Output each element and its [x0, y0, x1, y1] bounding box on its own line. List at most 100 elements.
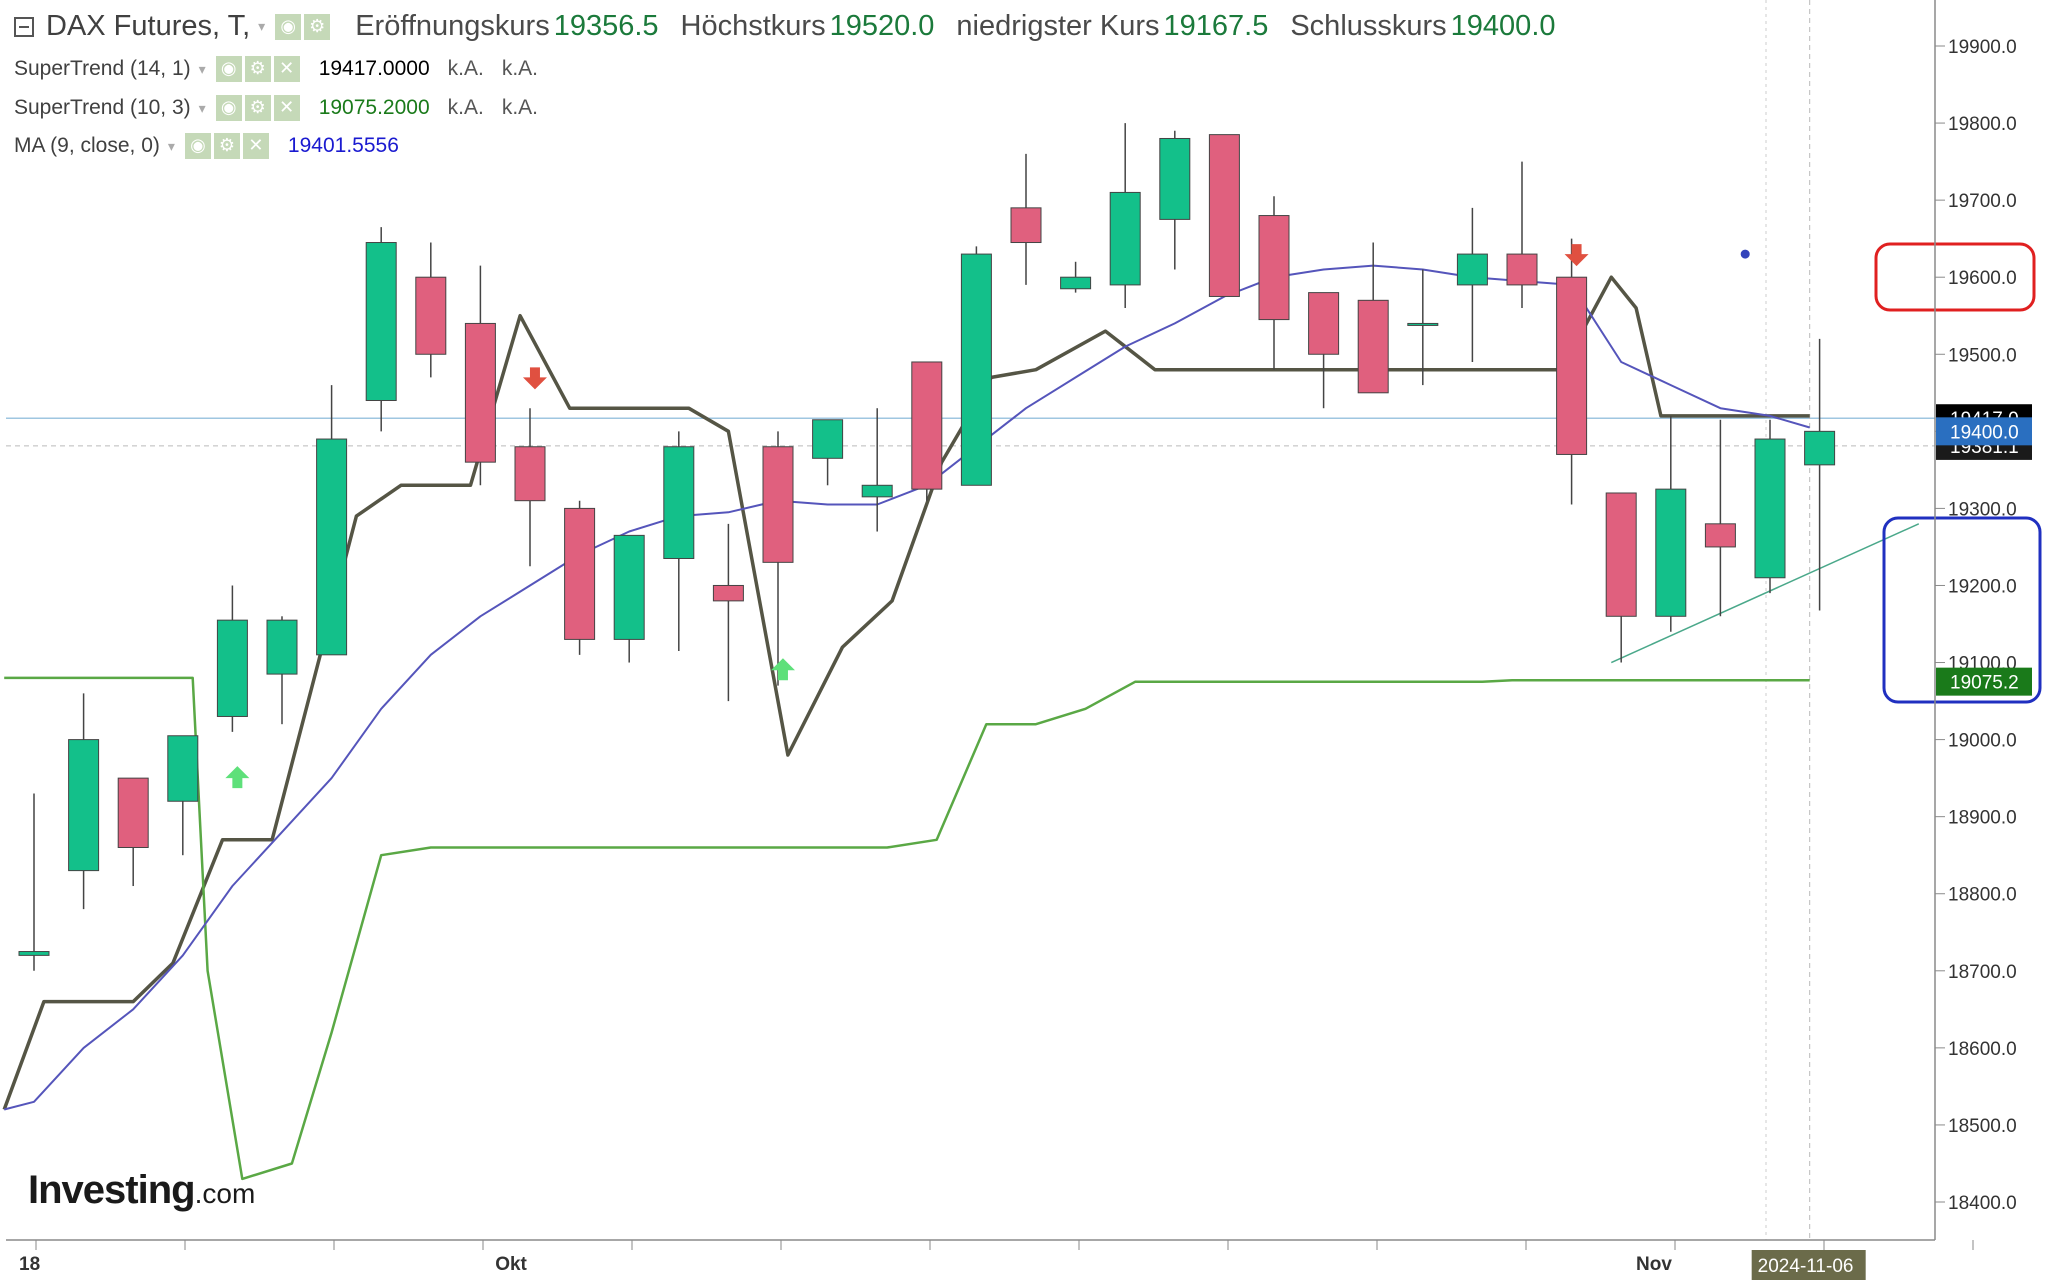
candle-body [167, 735, 199, 802]
y-tick-label: 19200.0 [1948, 576, 2017, 597]
indicator-value: 19401.5556 [287, 134, 399, 157]
gear-icon[interactable]: ⚙ [244, 56, 271, 82]
annotation-box-blue [1882, 516, 2042, 704]
indicator-value: 19075.2000 [318, 96, 430, 119]
y-tick-label: 19700.0 [1948, 191, 2017, 212]
eye-icon[interactable]: ◉ [215, 56, 242, 82]
last-date-label: 2024-11-06 [1758, 1256, 1854, 1277]
close-icon[interactable]: ✕ [273, 56, 300, 82]
indicator-name[interactable]: SuperTrend (14, 1) [14, 57, 191, 80]
candle-body [613, 534, 645, 640]
series-line-0 [2, 275, 1810, 1111]
signal-up-arrow [225, 766, 250, 789]
price-tag-label: 19400.0 [1950, 422, 2019, 443]
y-tick-label: 18900.0 [1948, 808, 2017, 829]
eye-icon[interactable]: ◉ [275, 13, 302, 40]
low-label: niedrigster Kurs [956, 10, 1160, 42]
candle-body [1208, 134, 1240, 297]
indicator-name[interactable]: SuperTrend (10, 3) [14, 96, 191, 119]
candle-body [365, 242, 397, 402]
high-value: 19520.0 [829, 10, 935, 42]
candle-body [464, 322, 496, 463]
candle-body [564, 507, 596, 640]
collapse-icon[interactable] [14, 16, 34, 37]
candle-body [18, 951, 50, 956]
x-tick-label: 18 [19, 1254, 40, 1275]
close-label: Schlusskurs [1290, 10, 1447, 42]
candle-body [1556, 276, 1588, 455]
candle-body [1605, 492, 1637, 617]
candle-body [266, 619, 298, 675]
candle-body [1258, 215, 1290, 321]
indicator-value: 19417.0000 [318, 57, 430, 80]
y-tick-label: 19000.0 [1948, 731, 2017, 752]
y-tick-label: 18800.0 [1948, 885, 2017, 906]
candle-body [1109, 191, 1141, 286]
high-label: Höchstkurs [680, 10, 826, 42]
open-value: 19356.5 [553, 10, 659, 42]
candle-body [663, 446, 695, 559]
y-tick-label: 19500.0 [1948, 345, 2017, 366]
candle-body [1704, 523, 1736, 548]
gear-icon[interactable]: ⚙ [213, 133, 240, 159]
indicator-row-supertrend-14: SuperTrend (14, 1) ▾ ◉ ⚙ ✕ 19417.0000 k.… [14, 56, 538, 82]
candle-body [117, 777, 149, 848]
indicator-na: k.A. [501, 57, 539, 80]
y-tick-label: 19600.0 [1948, 268, 2017, 289]
x-tick-label: Nov [1636, 1254, 1672, 1275]
candle-body [1010, 207, 1042, 244]
close-value: 19400.0 [1450, 10, 1556, 42]
chevron-down-icon[interactable]: ▾ [198, 99, 206, 116]
gear-icon[interactable]: ⚙ [244, 95, 271, 121]
candle-body [812, 419, 844, 459]
y-tick-label: 18400.0 [1948, 1193, 2017, 1214]
x-tick-label: Okt [495, 1254, 527, 1275]
signal-up-arrow [770, 658, 795, 681]
candle-body [1159, 137, 1191, 220]
y-tick-label: 19300.0 [1948, 499, 2017, 520]
last-date-tag [1751, 1250, 1866, 1280]
signal-down-arrow [522, 367, 547, 390]
candle-body [68, 739, 100, 872]
candle-body [712, 584, 744, 602]
series-line-1 [4, 676, 1810, 1181]
indicator-na: k.A. [447, 96, 484, 119]
candle-body [316, 438, 348, 656]
chevron-down-icon[interactable]: ▾ [167, 137, 175, 154]
price-tag [1936, 417, 2032, 446]
candle-body [911, 361, 943, 490]
chevron-down-icon[interactable]: ▾ [258, 18, 266, 34]
annotation-dot [1740, 249, 1750, 259]
chevron-down-icon[interactable]: ▾ [198, 60, 206, 77]
logo-main: Investing [28, 1168, 196, 1212]
price-tag-label: 19075.2 [1950, 673, 2019, 694]
indicator-na: k.A. [501, 96, 539, 119]
indicator-na: k.A. [447, 57, 484, 80]
candle-body [1754, 438, 1786, 579]
candle-body [1506, 253, 1538, 286]
candle-body [1655, 488, 1687, 617]
candle-body [960, 253, 992, 486]
indicator-name[interactable]: MA (9, close, 0) [14, 134, 160, 157]
annotation-box-red [1874, 242, 2036, 312]
gear-icon[interactable]: ⚙ [304, 13, 331, 40]
indicator-row-supertrend-10: SuperTrend (10, 3) ▾ ◉ ⚙ ✕ 19075.2000 k.… [14, 95, 538, 121]
indicator-row-ma: MA (9, close, 0) ▾ ◉ ⚙ ✕ 19401.5556 [14, 133, 399, 159]
eye-icon[interactable]: ◉ [184, 133, 211, 159]
instrument-header: DAX Futures, T, ▾ ◉ ⚙ Eröffnungskurs 193… [14, 10, 1556, 43]
candle-body [1357, 299, 1389, 394]
candle-body [415, 276, 447, 355]
signal-down-arrow [1564, 244, 1589, 267]
eye-icon[interactable]: ◉ [215, 95, 242, 121]
close-icon[interactable]: ✕ [273, 95, 300, 121]
price-axis: 18400.0 18500.0 18600.0 18700.0 18800.0 18900… [6, 0, 2032, 1280]
series-line-2 [3, 264, 1810, 1111]
candle-body [1308, 292, 1340, 355]
close-icon[interactable]: ✕ [242, 133, 269, 159]
instrument-name[interactable]: DAX Futures, T, [46, 10, 251, 42]
logo-suffix: .com [194, 1178, 256, 1209]
price-tag [1936, 667, 2032, 696]
y-tick-label: 18700.0 [1948, 962, 2017, 983]
candle-body [1804, 430, 1836, 466]
